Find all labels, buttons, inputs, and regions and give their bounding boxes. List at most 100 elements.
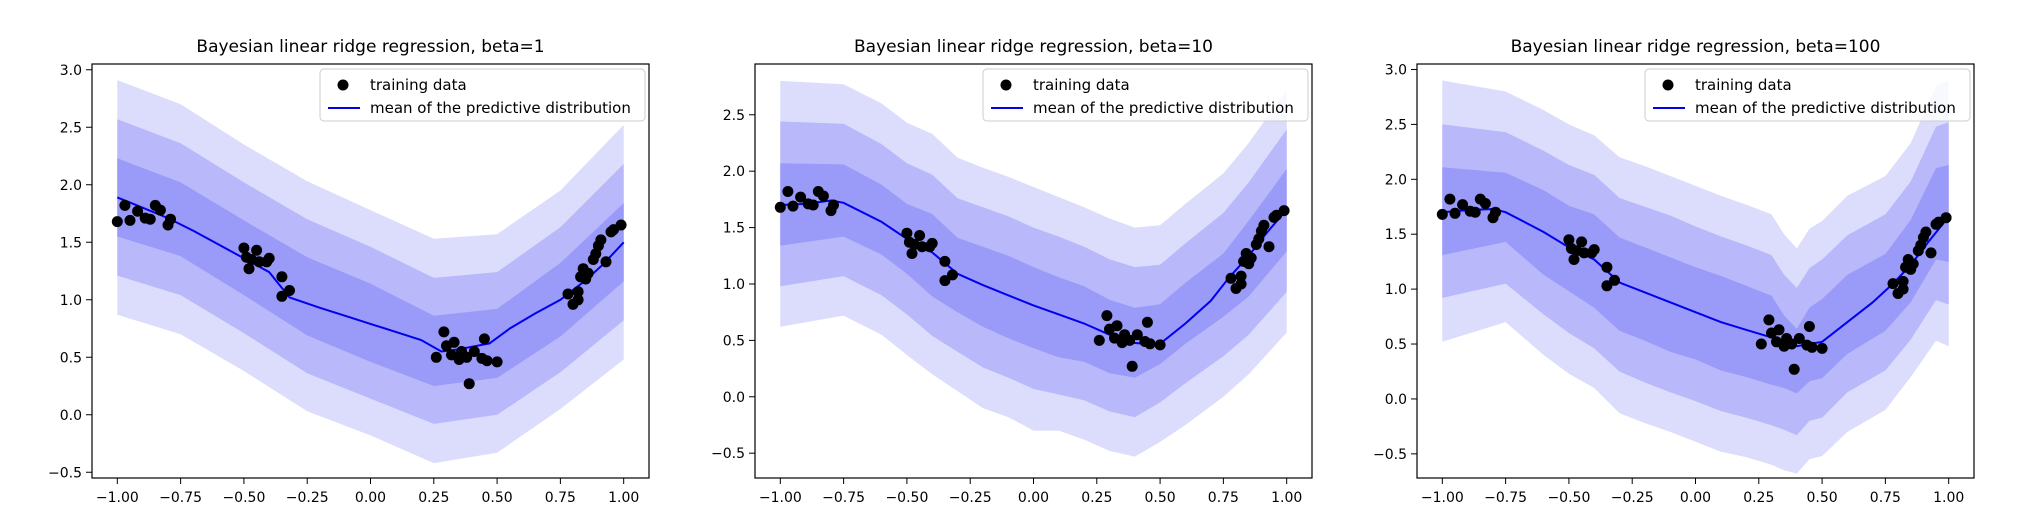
training-point [1469,206,1481,218]
training-point [1925,247,1937,259]
training-point [1897,275,1909,287]
training-point [1601,280,1613,292]
y-tick-label: 0.0 [60,408,82,424]
training-point [1816,342,1828,354]
training-point [1449,207,1461,219]
training-point [1131,329,1143,341]
legend-marker-training [1662,79,1674,91]
plot-area [774,80,1290,457]
training-point [828,199,839,211]
training-point [600,256,612,268]
y-tick-label: −0.5 [1373,447,1407,463]
chart-title: Bayesian linear ridge regression, beta=1… [854,37,1213,57]
confidence-band-1sigma [780,163,1287,378]
training-point [276,271,288,283]
training-point [926,237,938,249]
x-tick-label: −0.25 [286,490,329,506]
training-point [906,248,918,259]
confidence-band-1sigma [1442,165,1949,394]
training-point [1563,234,1575,246]
training-point [1263,241,1275,253]
training-point [463,378,475,390]
y-tick-label: 2.5 [60,120,82,136]
x-tick-label: 0.00 [1018,490,1049,506]
training-point [481,355,493,367]
x-tick-label: 0.25 [418,490,449,506]
plot-area [1436,80,1952,474]
training-point [901,227,913,239]
training-point [1490,206,1501,218]
y-tick-label: 2.0 [723,164,745,180]
training-point [284,285,295,296]
training-point [144,213,156,225]
y-tick-label: −0.5 [48,465,82,481]
training-point [165,213,176,225]
training-point [1609,274,1620,286]
x-tick-label: −1.00 [1421,490,1464,506]
training-point [939,255,951,267]
x-tick-label: 0.75 [545,490,576,506]
training-point [1887,278,1899,290]
training-point [263,252,275,264]
legend: training data mean of the predictive dist… [1644,68,1971,122]
y-tick-label: 0.5 [1385,337,1407,353]
y-tick-label: 0.5 [60,350,82,366]
training-point [1755,338,1767,350]
training-point [1897,283,1909,295]
training-point [1124,334,1136,346]
y-tick-label: 1.0 [60,293,82,309]
training-point [795,191,807,203]
training-point [1258,219,1270,231]
training-point [939,275,951,287]
training-point [807,199,819,211]
training-point [1141,316,1153,328]
legend-label-mean: mean of the predictive distribution [1695,99,1956,117]
training-point [119,199,131,211]
y-tick-label: 0.5 [723,333,745,349]
training-point [1568,254,1580,265]
x-tick-label: −0.50 [885,490,928,506]
training-point [430,351,442,363]
mean-line [1442,207,1950,348]
training-point [1920,226,1932,238]
y-tick-label: 1.5 [1385,227,1407,243]
training-point [562,288,574,300]
training-point [1235,270,1247,282]
training-point [461,351,473,363]
training-point [1126,360,1138,372]
training-point [1225,272,1237,284]
training-point [1788,363,1800,375]
training-point [916,241,928,253]
legend: training data mean of the predictive dist… [319,68,646,122]
legend-box [982,68,1309,122]
training-point [1588,244,1600,256]
training-point [1601,261,1613,273]
training-point [1773,324,1785,336]
x-tick-label: −0.75 [1484,490,1527,506]
chart-title: Bayesian linear ridge regression, beta=1… [1511,37,1881,57]
x-tick-label: −0.50 [1547,490,1590,506]
legend: training data mean of the predictive dist… [982,68,1309,122]
plot-area [111,80,627,464]
x-tick-label: −0.75 [822,490,865,506]
x-tick-label: 0.75 [1870,490,1901,506]
training-point [774,201,786,213]
training-point [253,256,265,268]
training-point [787,200,799,212]
training-point [582,267,594,279]
training-point [1101,310,1113,322]
y-tick-label: 0.0 [1385,392,1407,408]
training-point [1093,334,1105,346]
confidence-band-1sigma [117,158,624,386]
training-point [1111,320,1123,332]
confidence-band-2sigma [117,119,624,424]
training-point [1436,208,1448,220]
training-point [1479,198,1491,209]
x-tick-label: 0.50 [1807,490,1838,506]
training-point [1907,258,1919,270]
training-point [1763,314,1775,326]
y-tick-label: 1.5 [723,221,745,237]
x-tick-label: 0.75 [1208,490,1239,506]
training-point [154,204,166,216]
y-tick-label: 0.0 [723,390,745,406]
